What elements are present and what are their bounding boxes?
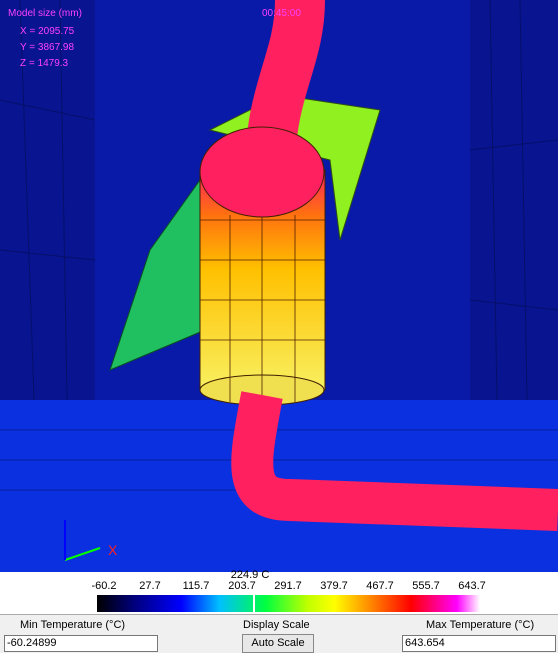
tick-label: 115.7 (183, 580, 210, 592)
tick-label: 643.7 (458, 580, 486, 592)
tick-label: 203.7 (228, 580, 256, 592)
tick-label: 379.7 (320, 580, 348, 592)
display-label: Display Scale (243, 619, 310, 631)
tick-label: 555.7 (412, 580, 440, 592)
model-size: Model size (mm) (8, 8, 82, 19)
z-size: Z = 1479.3 (20, 58, 68, 69)
time: 00:45:00 (262, 8, 301, 19)
x-size: X = 2095.75 (20, 26, 74, 37)
app-window: Model size (mm) X = 2095.75 Y = 3867.98 … (0, 0, 558, 653)
auto-scale-button[interactable]: Auto Scale (242, 634, 314, 653)
tick-label: 291.7 (274, 580, 302, 592)
min-input[interactable]: -60.24899 (4, 635, 158, 652)
max-label: Max Temperature (°C) (426, 619, 534, 631)
min-label: Min Temperature (°C) (20, 619, 125, 631)
tick-label: -60.2 (91, 580, 116, 592)
color-bar (97, 595, 480, 612)
color-cursor (253, 592, 255, 614)
3d-viewport (0, 0, 558, 572)
tick-label: 467.7 (366, 580, 394, 592)
tick-label: 27.7 (139, 580, 160, 592)
max-input[interactable]: 643.654 (402, 635, 556, 652)
control-panel: Min Temperature (°C) -60.24899 Display S… (0, 614, 558, 653)
axis-label: X (108, 542, 117, 558)
y-size: Y = 3867.98 (20, 42, 74, 53)
